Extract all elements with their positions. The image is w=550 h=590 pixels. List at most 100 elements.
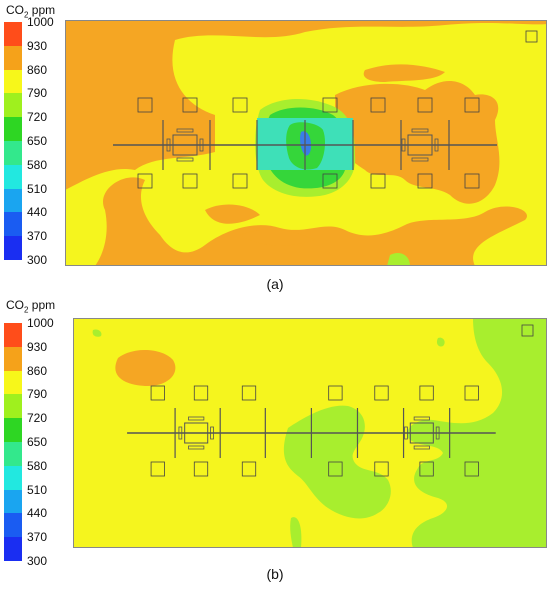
colorbar-tick-label: 1000 bbox=[27, 316, 54, 330]
occupant-square bbox=[322, 173, 338, 189]
chair-back bbox=[176, 157, 194, 162]
domain-outline bbox=[65, 20, 547, 266]
colorbar-tick-label: 370 bbox=[27, 530, 48, 545]
colorbar-tick-label: 510 bbox=[27, 482, 48, 497]
chair-back bbox=[188, 445, 205, 450]
occupant-square bbox=[370, 97, 386, 113]
chair-back bbox=[413, 445, 430, 450]
co2-contour-b bbox=[73, 318, 547, 548]
colorbar-tick-label: 300 bbox=[27, 554, 48, 568]
colorbar-tick-label: 510 bbox=[27, 181, 48, 196]
colorbar-tick-label: 580 bbox=[27, 458, 48, 473]
colorbar-tick-label: 790 bbox=[27, 387, 48, 402]
colorbar-swatch bbox=[4, 465, 22, 490]
occupant-square bbox=[464, 97, 480, 113]
chair-side bbox=[401, 138, 406, 152]
field-orange-patch-3 bbox=[205, 204, 260, 224]
occupant-square bbox=[464, 461, 479, 477]
colorbar-swatch bbox=[4, 236, 22, 260]
colorbar-tick-label: 440 bbox=[27, 205, 48, 220]
chair-side bbox=[178, 426, 183, 440]
legend-title-a: CO2 ppm bbox=[6, 3, 56, 20]
colorbar-swatch bbox=[4, 513, 22, 538]
colorbar-swatch bbox=[4, 141, 22, 165]
colorbar-swatch bbox=[4, 418, 22, 442]
occupant-square bbox=[370, 173, 386, 189]
chair-cluster bbox=[184, 422, 209, 444]
chair-back bbox=[411, 128, 429, 133]
colorbar-tick-label: 440 bbox=[27, 506, 48, 521]
occupant-square bbox=[193, 385, 209, 401]
colorbar-tick-label: 300 bbox=[27, 253, 48, 267]
occupant-square bbox=[417, 173, 433, 189]
colorbar-swatch bbox=[4, 164, 22, 189]
field-green-patch bbox=[387, 253, 410, 266]
colorbar-tick-label: 370 bbox=[27, 229, 48, 244]
colorbar-swatch bbox=[4, 188, 22, 213]
field-orange-patch-2 bbox=[363, 64, 445, 82]
chair-cluster bbox=[407, 134, 433, 156]
room-geometry-a bbox=[113, 97, 497, 189]
chair-side bbox=[166, 138, 171, 152]
colorbar-swatch bbox=[4, 212, 22, 237]
legend-title-b: CO2 ppm bbox=[6, 298, 56, 315]
chair-side bbox=[210, 426, 214, 440]
outlet-square bbox=[521, 324, 534, 337]
chair-cluster bbox=[409, 422, 434, 444]
field-green-strip bbox=[290, 517, 302, 548]
occupant-square bbox=[232, 173, 248, 189]
colorbar-tick-label: 720 bbox=[27, 411, 48, 426]
chair-side bbox=[199, 138, 204, 152]
occupant-square bbox=[464, 385, 479, 401]
field-green-spot bbox=[92, 329, 102, 337]
chair-back bbox=[411, 157, 429, 162]
colorbar-swatch bbox=[4, 45, 22, 70]
chair-side bbox=[434, 138, 439, 152]
occupant-square bbox=[322, 97, 338, 113]
colorbar-tick-label: 1000 bbox=[27, 15, 54, 29]
colorbar-swatch bbox=[4, 117, 22, 141]
occupant-square bbox=[464, 173, 480, 189]
panel-b: CO2 ppm 1000 930 860 790 720 650 580 510 440 370 3… bbox=[0, 295, 550, 590]
occupant-square bbox=[137, 97, 153, 113]
caption-b: (b) bbox=[266, 566, 284, 582]
colorbar-swatch bbox=[4, 93, 22, 118]
chair-back bbox=[176, 128, 194, 133]
field-orange-patch bbox=[115, 349, 176, 386]
occupant-square bbox=[150, 385, 165, 401]
colorbar-tick-label: 650 bbox=[27, 134, 48, 148]
colorbar-swatch bbox=[4, 394, 22, 419]
domain-outline bbox=[73, 318, 547, 548]
occupant-square bbox=[150, 461, 165, 477]
occupant-square bbox=[417, 97, 433, 113]
colorbar-swatch bbox=[4, 69, 22, 94]
colorbar-tick-label: 650 bbox=[27, 435, 48, 449]
outlet-square bbox=[525, 30, 538, 43]
caption-a: (a) bbox=[266, 276, 284, 292]
chair-side bbox=[404, 426, 408, 440]
occupant-square bbox=[241, 385, 257, 401]
occupant-square bbox=[241, 461, 257, 477]
occupant-square bbox=[328, 461, 343, 477]
occupant-square bbox=[374, 461, 389, 477]
field-orange-patch-4 bbox=[240, 229, 315, 246]
colorbar-swatch bbox=[4, 370, 22, 395]
chair-cluster bbox=[172, 134, 198, 156]
occupant-square bbox=[419, 461, 434, 477]
colorbar-tick-label: 790 bbox=[27, 86, 48, 101]
occupant-square bbox=[419, 385, 434, 401]
colorbar-tick-label: 930 bbox=[27, 339, 48, 354]
colorbar-swatch bbox=[4, 442, 22, 466]
field-green-spot bbox=[436, 337, 445, 347]
occupant-square bbox=[137, 173, 153, 189]
colorbar-tick-label: 860 bbox=[27, 62, 48, 77]
colorbar-tick-label: 860 bbox=[27, 363, 48, 378]
colorbar-swatch bbox=[4, 537, 22, 561]
colorbar-tick-label: 580 bbox=[27, 157, 48, 172]
chair-side bbox=[435, 426, 440, 440]
colorbar-swatch bbox=[4, 346, 22, 371]
occupant-square bbox=[182, 173, 198, 189]
occupant-square bbox=[182, 97, 198, 113]
co2-contour-a bbox=[65, 20, 547, 266]
occupant-square bbox=[328, 385, 343, 401]
